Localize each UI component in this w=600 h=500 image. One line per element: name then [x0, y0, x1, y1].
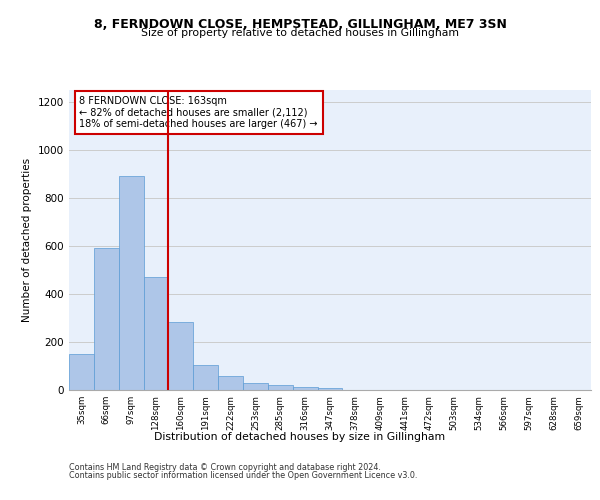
Bar	[317, 388, 343, 390]
Text: Distribution of detached houses by size in Gillingham: Distribution of detached houses by size …	[154, 432, 446, 442]
Text: Contains HM Land Registry data © Crown copyright and database right 2024.: Contains HM Land Registry data © Crown c…	[69, 464, 381, 472]
Bar	[119, 176, 143, 390]
Bar	[218, 376, 243, 390]
Bar	[143, 277, 169, 390]
Bar	[193, 365, 218, 390]
Y-axis label: Number of detached properties: Number of detached properties	[22, 158, 32, 322]
Bar	[94, 248, 119, 390]
Text: 8 FERNDOWN CLOSE: 163sqm
← 82% of detached houses are smaller (2,112)
18% of sem: 8 FERNDOWN CLOSE: 163sqm ← 82% of detach…	[79, 96, 318, 129]
Text: Size of property relative to detached houses in Gillingham: Size of property relative to detached ho…	[141, 28, 459, 38]
Bar	[169, 322, 193, 390]
Bar	[293, 387, 317, 390]
Text: Contains public sector information licensed under the Open Government Licence v3: Contains public sector information licen…	[69, 471, 418, 480]
Bar	[69, 354, 94, 390]
Bar	[268, 385, 293, 390]
Text: 8, FERNDOWN CLOSE, HEMPSTEAD, GILLINGHAM, ME7 3SN: 8, FERNDOWN CLOSE, HEMPSTEAD, GILLINGHAM…	[94, 18, 506, 30]
Bar	[243, 383, 268, 390]
